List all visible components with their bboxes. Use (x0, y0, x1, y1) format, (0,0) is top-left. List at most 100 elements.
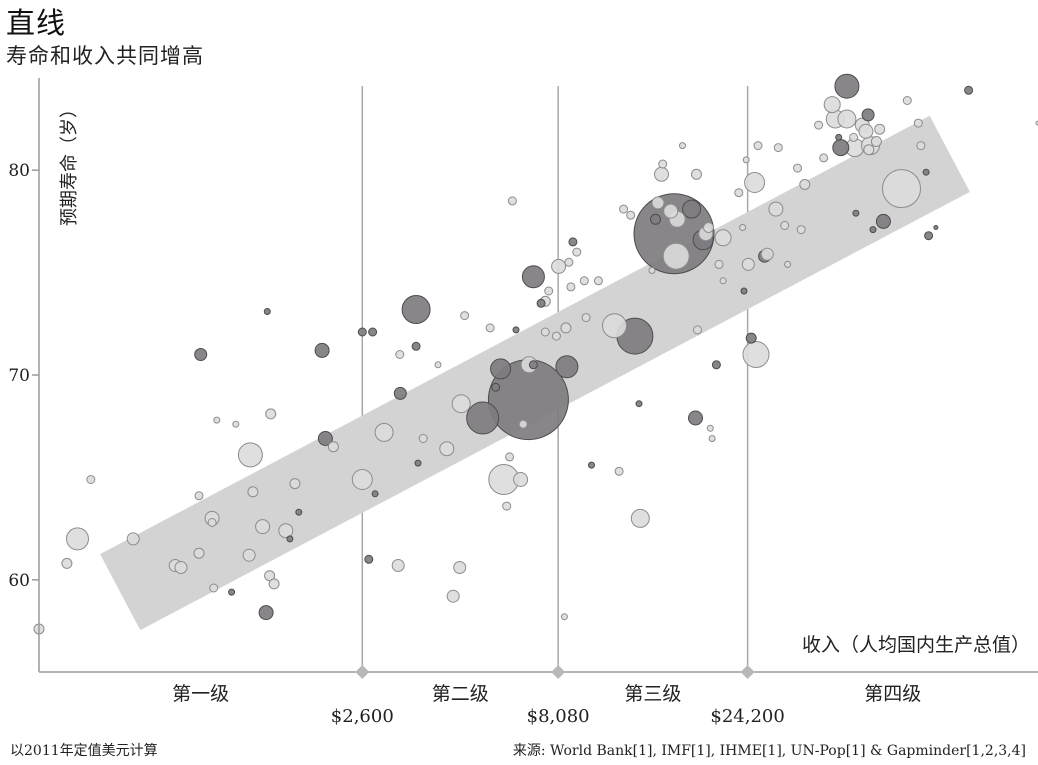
data-point (393, 386, 407, 400)
divider-marker (551, 665, 566, 679)
axis-labels: 预期寿命（岁） 收入（人均国内生产总值） (59, 100, 1030, 656)
data-point (742, 156, 750, 164)
y-tick-label: 70 (8, 366, 30, 386)
y-axis-label: 预期寿命（岁） (59, 100, 80, 226)
data-point (706, 424, 714, 432)
data-point (351, 469, 373, 490)
data-point (258, 605, 274, 621)
data-point (874, 123, 886, 135)
data-point (768, 201, 784, 217)
data-point (651, 196, 665, 210)
page-subtitle: 寿命和收入共同增高 (6, 44, 204, 68)
divider-label: $24,200 (710, 706, 784, 727)
data-point (654, 166, 669, 182)
data-point (374, 422, 394, 442)
data-point (263, 308, 271, 315)
data-point (564, 257, 574, 267)
data-point (255, 519, 271, 535)
data-point (490, 358, 512, 380)
data-point (861, 108, 875, 122)
data-point (614, 466, 624, 476)
data-point (916, 141, 926, 151)
y-ticks: 60 70 80 (8, 161, 39, 591)
data-point (86, 475, 96, 484)
data-point (237, 442, 263, 468)
data-point (451, 394, 471, 414)
data-point (823, 96, 841, 114)
data-point (784, 260, 792, 268)
data-point (619, 204, 629, 214)
data-point (193, 547, 205, 559)
data-point (691, 168, 702, 180)
data-point (693, 325, 702, 335)
data-point (327, 441, 339, 453)
data-point (528, 360, 538, 370)
data-point (703, 222, 714, 233)
data-point (924, 231, 934, 241)
data-point (852, 209, 860, 217)
data-point (278, 523, 294, 539)
data-point (663, 203, 679, 219)
divider-markers: $2,600 $8,080 $24,200 第一级 第二级 第三级 第四级 (172, 665, 921, 727)
data-point (513, 472, 529, 487)
data-point (626, 210, 636, 220)
data-point (741, 257, 755, 271)
data-point (242, 548, 256, 562)
divider-label: $8,080 (527, 706, 590, 727)
data-point (555, 355, 579, 379)
currency-footnote: 以2011年定值美元计算 (10, 743, 158, 759)
page-title: 直线 (6, 6, 67, 40)
data-point (491, 382, 501, 392)
data-point (682, 199, 702, 219)
data-point (507, 196, 517, 206)
data-point (371, 490, 379, 498)
data-point (964, 85, 974, 95)
data-point (799, 179, 811, 190)
data-point (796, 225, 806, 235)
data-point (551, 331, 561, 341)
data-point (194, 491, 204, 501)
data-point (658, 159, 668, 169)
data-point (518, 419, 528, 429)
data-point (368, 327, 378, 337)
data-point (711, 360, 721, 370)
data-point (174, 561, 188, 574)
divider-label: $2,600 (331, 706, 394, 727)
data-point (719, 277, 727, 285)
data-point (875, 213, 891, 229)
data-point (773, 143, 783, 153)
data-point (453, 561, 467, 574)
level-label: 第三级 (624, 683, 681, 705)
data-point (739, 224, 747, 231)
data-point (837, 109, 857, 129)
source-footnote: 来源: World Bank[1], IMF[1], IHME[1], UN-P… (512, 743, 1026, 759)
data-point (439, 441, 455, 457)
data-point (566, 282, 576, 292)
data-point (858, 123, 874, 139)
data-point (734, 188, 744, 198)
y-tick-label: 60 (8, 571, 30, 591)
data-point (814, 120, 824, 130)
data-point (232, 420, 240, 428)
data-point (679, 142, 686, 150)
data-point (568, 237, 578, 247)
data-point (882, 169, 921, 209)
data-point (126, 532, 140, 546)
data-point (357, 327, 367, 337)
data-point (708, 435, 716, 442)
data-point (228, 588, 236, 596)
data-point (265, 408, 277, 420)
data-point (391, 559, 405, 572)
data-point (742, 341, 770, 368)
data-point (209, 583, 219, 593)
data-point (295, 508, 303, 516)
data-point (247, 486, 259, 498)
data-point (913, 118, 923, 128)
data-point (780, 221, 790, 230)
data-point (819, 153, 829, 163)
data-point (207, 518, 217, 527)
data-point (869, 226, 877, 234)
data-point (364, 554, 374, 564)
data-point (593, 276, 603, 286)
data-point (745, 332, 757, 344)
